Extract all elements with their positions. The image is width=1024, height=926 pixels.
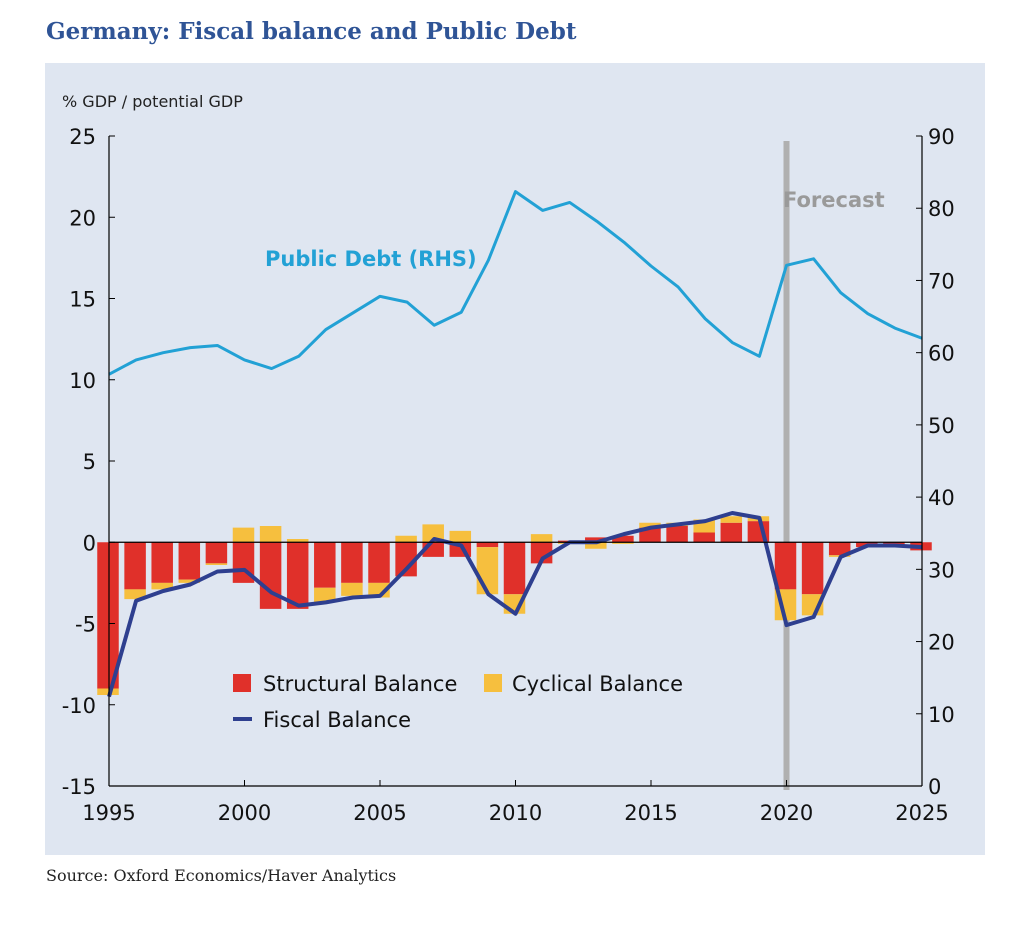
- legend-structural-swatch: [233, 674, 251, 692]
- left-tick-label: 25: [69, 125, 96, 149]
- bar-structural: [286, 542, 309, 609]
- bar-cyclical: [124, 589, 146, 600]
- bar-cyclical: [422, 524, 444, 543]
- bar-cyclical: [341, 582, 363, 596]
- bar-structural: [259, 542, 282, 609]
- bar-structural: [693, 532, 715, 543]
- left-tick-label: 5: [83, 450, 96, 474]
- right-tick-label: 20: [928, 631, 955, 655]
- bar-cyclical: [530, 534, 553, 543]
- forecast-label: Forecast: [783, 188, 885, 212]
- bar-structural: [341, 542, 363, 583]
- bar-cyclical: [286, 539, 309, 543]
- x-tick-label: 2025: [895, 801, 948, 825]
- right-tick-label: 40: [928, 486, 955, 510]
- bar-cyclical: [720, 516, 743, 523]
- bar-cyclical: [178, 579, 201, 583]
- legend-cyclical-label: Cyclical Balance: [512, 672, 683, 696]
- right-tick-label: 10: [928, 703, 955, 727]
- legend-cyclical-swatch: [484, 674, 502, 692]
- legend-structural-label: Structural Balance: [263, 672, 457, 696]
- bar-structural: [97, 542, 119, 689]
- bar-structural: [666, 526, 688, 543]
- bar-cyclical: [314, 587, 336, 603]
- bar-structural: [774, 542, 797, 590]
- bar-cyclical: [151, 582, 173, 590]
- left-tick-label: 20: [69, 206, 96, 230]
- bar-structural: [585, 537, 607, 543]
- bar-cyclical: [205, 563, 228, 565]
- bar-structural: [205, 542, 228, 564]
- x-tick-label: 2010: [489, 801, 542, 825]
- bar-structural: [801, 542, 824, 595]
- bar-cyclical: [476, 547, 499, 595]
- left-tick-label: -5: [75, 613, 96, 637]
- x-tick-label: 2005: [353, 801, 406, 825]
- bar-structural: [720, 522, 743, 543]
- right-tick-label: 30: [928, 558, 955, 582]
- legend: Structural Balance Cyclical Balance Fisc…: [233, 672, 683, 732]
- right-tick-label: 80: [928, 197, 955, 221]
- left-tick-label: 15: [69, 288, 96, 312]
- bar-cyclical: [612, 542, 634, 544]
- bar-structural: [124, 542, 146, 590]
- bar-structural: [612, 535, 634, 543]
- bar-cyclical: [395, 535, 417, 543]
- left-tick-label: -10: [62, 694, 96, 718]
- bar-cyclical: [449, 530, 472, 543]
- x-tick-label: 2020: [760, 801, 813, 825]
- bar-cyclical: [97, 688, 119, 695]
- bar-cyclical: [585, 542, 607, 549]
- bar-structural: [368, 542, 390, 583]
- units-label: % GDP / potential GDP: [62, 92, 243, 111]
- bar-structural: [639, 527, 661, 543]
- x-tick-label: 2015: [624, 801, 677, 825]
- source-note: Source: Oxford Economics/Haver Analytics: [46, 866, 397, 885]
- bar-cyclical: [232, 527, 255, 543]
- x-tick-label: 2000: [218, 801, 271, 825]
- left-tick-label: -15: [62, 775, 96, 799]
- bar-structural: [395, 542, 417, 577]
- bar-structural: [314, 542, 336, 588]
- bar-structural: [151, 542, 173, 583]
- right-tick-label: 60: [928, 342, 955, 366]
- chart-title: Germany: Fiscal balance and Public Debt: [46, 18, 577, 45]
- right-tick-label: 50: [928, 414, 955, 438]
- public-debt-line: [108, 190, 923, 376]
- bar-cyclical: [259, 526, 282, 543]
- x-tick-label: 1995: [82, 801, 135, 825]
- bar-structural: [476, 542, 499, 548]
- bar-structural: [503, 542, 526, 595]
- bar-cyclical: [639, 522, 661, 528]
- right-tick-label: 90: [928, 125, 955, 149]
- fiscal-balance-line: [107, 511, 923, 698]
- bar-structural: [828, 542, 851, 556]
- left-tick-label: 10: [69, 369, 96, 393]
- debt-series-label: Public Debt (RHS): [265, 247, 477, 271]
- left-tick-label: 0: [83, 531, 96, 555]
- right-tick-label: 0: [928, 775, 941, 799]
- bar-structural: [178, 542, 201, 580]
- right-tick-label: 70: [928, 269, 955, 293]
- legend-fiscal-label: Fiscal Balance: [263, 708, 411, 732]
